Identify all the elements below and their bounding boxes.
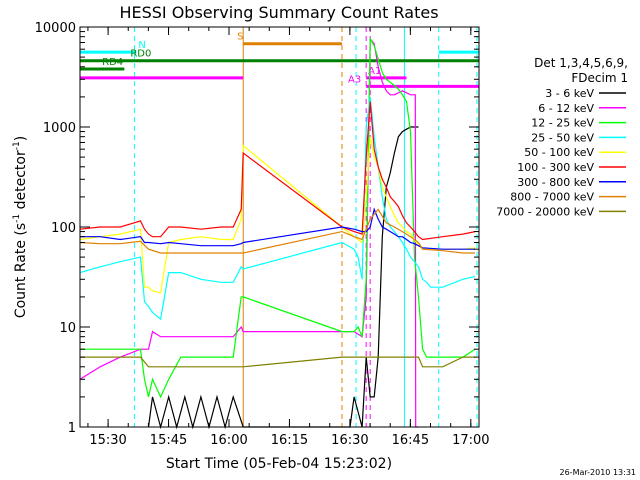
series-line-8 — [80, 356, 475, 368]
series-line-1 — [79, 37, 419, 428]
series-layer — [79, 36, 476, 430]
series-line-0 — [147, 126, 419, 430]
series-line-6 — [80, 207, 475, 250]
timestamp: 26-Mar-2010 13:31 — [560, 468, 637, 477]
legend-label-2: 12 - 25 keV — [531, 117, 594, 130]
x-tick-label-3: 16:15 — [271, 433, 308, 448]
legend-label-6: 300 - 800 keV — [517, 176, 594, 189]
legend-header-line-1: Det 1,3,4,5,6,9, — [534, 56, 628, 70]
flag-label-s: S — [237, 32, 243, 43]
y-tick-label-2: 100 — [51, 221, 76, 236]
legend-header-line-2: FDecim 1 — [571, 71, 628, 85]
x-tick-label-2: 16:00 — [210, 433, 247, 448]
legend-label-3: 25 - 50 keV — [531, 131, 594, 144]
y-tick-label-3: 1000 — [43, 121, 76, 136]
y-axis-label-sup2: -1 — [12, 141, 22, 150]
chart-title: HESSI Observing Summary Count Rates — [119, 3, 438, 22]
series-line-4 — [79, 136, 476, 294]
legend-label-4: 50 - 100 keV — [524, 146, 594, 159]
flag-label-n: N — [138, 40, 145, 51]
flag-label-a1: A1 — [368, 66, 381, 77]
x-tick-label-1: 15:45 — [150, 433, 187, 448]
y-axis-label-end: ) — [13, 136, 29, 141]
y-axis-label: Count Rate (s-1 detector-1) — [12, 136, 29, 318]
legend-label-1: 6 - 12 keV — [538, 102, 594, 115]
legend-label-5: 100 - 300 keV — [517, 161, 594, 174]
legend: Det 1,3,4,5,6,9, FDecim 1 3 - 6 keV 6 - 1… — [496, 56, 628, 218]
x-axis-label: Start Time (05-Feb-04 15:23:02) — [166, 456, 392, 472]
series-line-5 — [79, 101, 476, 241]
x-tick-label-0: 15:30 — [89, 433, 126, 448]
y-tick-label-0: 1 — [68, 421, 76, 436]
x-tick-label-5: 16:45 — [392, 433, 429, 448]
x-tick-label-6: 17:00 — [452, 433, 489, 448]
y-axis: 1 10 100 1000 10000 — [35, 21, 479, 436]
y-axis-label-sup1: -1 — [12, 214, 22, 223]
x-axis: 15:30 15:45 16:00 16:15 16:30 16:45 17:00 — [87, 27, 490, 448]
legend-label-7: 800 - 7000 keV — [510, 191, 594, 204]
y-tick-label-1: 10 — [59, 321, 76, 336]
x-tick-label-4: 16:30 — [331, 433, 368, 448]
legend-label-8: 7000 - 20000 keV — [496, 205, 594, 218]
series-line-7 — [79, 208, 475, 254]
y-axis-label-main: Count Rate (s — [13, 223, 29, 318]
series-line-3 — [79, 96, 476, 321]
y-tick-label-4: 10000 — [35, 21, 76, 36]
y-axis-label-mid: detector — [13, 150, 29, 214]
flag-label-rd4: RD4 — [102, 57, 123, 68]
flag-label-rd0: RD0 — [130, 49, 151, 60]
flag-label-a3: A3 — [348, 74, 361, 85]
legend-label-0: 3 - 6 keV — [545, 87, 594, 100]
